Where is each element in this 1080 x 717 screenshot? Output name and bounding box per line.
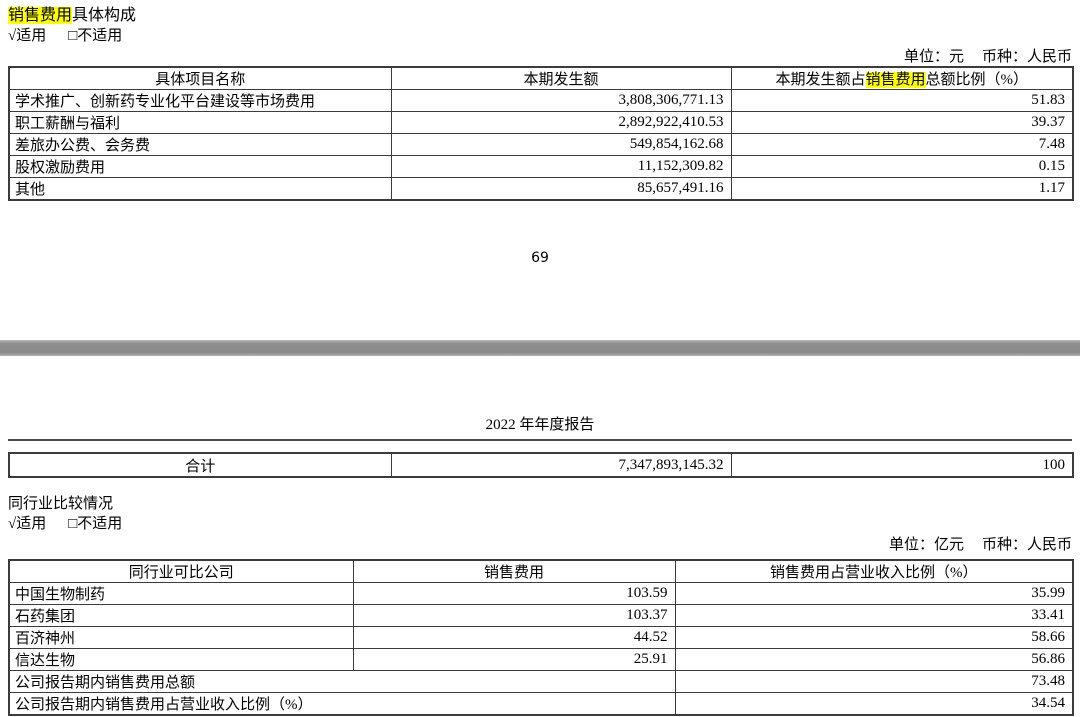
header-sales-expense: 销售费用 bbox=[352, 559, 676, 583]
amount-cell: 3,808,306,771.13 bbox=[390, 89, 732, 112]
total-row-table: 合计 7,347,893,145.32 100 bbox=[8, 452, 1074, 478]
table-row: 石药集团 103.37 33.41 bbox=[8, 604, 1074, 627]
header-rule bbox=[8, 439, 1072, 441]
amount-cell: 85,657,491.16 bbox=[390, 177, 732, 201]
table-row: 职工薪酬与福利 2,892,922,410.53 39.37 bbox=[8, 111, 1074, 134]
highlight-sales-expense: 销售费用 bbox=[865, 72, 926, 88]
summary-label-cell: 公司报告期内销售费用占营业收入比例（%） bbox=[8, 692, 676, 716]
amount-cell: 11,152,309.82 bbox=[390, 155, 732, 178]
summary-row: 公司报告期内销售费用总额 73.48 bbox=[8, 670, 1074, 693]
peer-comparison-heading: 同行业比较情况 bbox=[8, 496, 114, 512]
pdf-page-bottom: 2022 年年度报告 合计 7,347,893,145.32 100 同行业比较… bbox=[0, 416, 1080, 716]
not-applicable-check: □不适用 bbox=[68, 28, 123, 44]
table-row: 股权激励费用 11,152,309.82 0.15 bbox=[8, 155, 1074, 178]
item-name-cell: 学术推广、创新药专业化平台建设等市场费用 bbox=[8, 89, 392, 112]
ratio-cell: 58.66 bbox=[674, 626, 1074, 649]
table-row: 学术推广、创新药专业化平台建设等市场费用 3,808,306,771.13 51… bbox=[8, 89, 1074, 112]
unit-label: 单位：元 bbox=[903, 49, 964, 65]
header-item-name: 具体项目名称 bbox=[8, 66, 392, 90]
summary-value-cell: 34.54 bbox=[674, 692, 1074, 716]
company-name-cell: 百济神州 bbox=[8, 626, 354, 649]
table-row: 百济神州 44.52 58.66 bbox=[8, 626, 1074, 649]
highlight-sales-expense: 销售费用 bbox=[8, 7, 73, 24]
unit-note: 单位：元 币种：人民币 bbox=[0, 48, 1072, 66]
currency-label: 币种：人民币 bbox=[981, 49, 1072, 65]
section-heading: 销售费用具体构成 bbox=[8, 6, 1080, 26]
item-name-cell: 职工薪酬与福利 bbox=[8, 111, 392, 134]
expense-cell: 103.59 bbox=[352, 582, 676, 605]
ratio-cell: 7.48 bbox=[730, 133, 1074, 156]
ratio-cell: 56.86 bbox=[674, 648, 1074, 671]
summary-row: 公司报告期内销售费用占营业收入比例（%） 34.54 bbox=[8, 692, 1074, 716]
expense-cell: 103.37 bbox=[352, 604, 676, 627]
table-row: 信达生物 25.91 56.86 bbox=[8, 648, 1074, 671]
total-label-cell: 合计 bbox=[8, 452, 392, 478]
expense-breakdown-table: 具体项目名称 本期发生额 本期发生额占销售费用总额比例（%） 学术推广、创新药专… bbox=[8, 66, 1074, 201]
page-separator-bar bbox=[0, 340, 1080, 356]
item-name-cell: 其他 bbox=[8, 177, 392, 201]
currency-label: 币种：人民币 bbox=[981, 537, 1072, 553]
unit-note: 单位：亿元 币种：人民币 bbox=[0, 536, 1072, 554]
table-header-row: 同行业可比公司 销售费用 销售费用占营业收入比例（%） bbox=[8, 559, 1074, 583]
total-ratio-cell: 100 bbox=[730, 452, 1074, 478]
summary-label-cell: 公司报告期内销售费用总额 bbox=[8, 670, 676, 693]
table-row: 其他 85,657,491.16 1.17 bbox=[8, 177, 1074, 201]
header-peer-company: 同行业可比公司 bbox=[8, 559, 354, 583]
item-name-cell: 差旅办公费、会务费 bbox=[8, 133, 392, 156]
table-row: 差旅办公费、会务费 549,854,162.68 7.48 bbox=[8, 133, 1074, 156]
company-name-cell: 信达生物 bbox=[8, 648, 354, 671]
unit-label: 单位：亿元 bbox=[888, 537, 964, 553]
section-heading-rest: 具体构成 bbox=[72, 7, 137, 24]
ratio-cell: 51.83 bbox=[730, 89, 1074, 112]
item-name-cell: 股权激励费用 bbox=[8, 155, 392, 178]
header-current-amount: 本期发生额 bbox=[390, 66, 732, 90]
total-row: 合计 7,347,893,145.32 100 bbox=[8, 452, 1074, 478]
peer-comparison-table: 同行业可比公司 销售费用 销售费用占营业收入比例（%） 中国生物制药 103.5… bbox=[8, 559, 1074, 716]
not-applicable-check: □不适用 bbox=[68, 516, 123, 532]
total-amount-cell: 7,347,893,145.32 bbox=[390, 452, 732, 478]
ratio-cell: 33.41 bbox=[674, 604, 1074, 627]
amount-cell: 549,854,162.68 bbox=[390, 133, 732, 156]
applicable-check: √适用 bbox=[8, 516, 47, 532]
ratio-cell: 39.37 bbox=[730, 111, 1074, 134]
expense-cell: 25.91 bbox=[352, 648, 676, 671]
applicability-line: √适用 □不适用 bbox=[8, 26, 1080, 46]
summary-value-cell: 73.48 bbox=[674, 670, 1074, 693]
amount-cell: 2,892,922,410.53 bbox=[390, 111, 732, 134]
pdf-page-top: 销售费用具体构成 √适用 □不适用 单位：元 币种：人民币 具体项目名称 本期发生额… bbox=[0, 6, 1080, 356]
report-title: 2022 年年度报告 bbox=[485, 417, 595, 433]
ratio-cell: 0.15 bbox=[730, 155, 1074, 178]
header-expense-revenue-ratio: 销售费用占营业收入比例（%） bbox=[674, 559, 1074, 583]
expense-cell: 44.52 bbox=[352, 626, 676, 649]
header-ratio: 本期发生额占销售费用总额比例（%） bbox=[730, 66, 1074, 90]
applicability-line: √适用 □不适用 bbox=[8, 514, 1080, 534]
ratio-cell: 35.99 bbox=[674, 582, 1074, 605]
page-number: 69 bbox=[531, 250, 549, 266]
ratio-cell: 1.17 bbox=[730, 177, 1074, 201]
table-row: 中国生物制药 103.59 35.99 bbox=[8, 582, 1074, 605]
company-name-cell: 石药集团 bbox=[8, 604, 354, 627]
company-name-cell: 中国生物制药 bbox=[8, 582, 354, 605]
applicable-check: √适用 bbox=[8, 28, 47, 44]
table-header-row: 具体项目名称 本期发生额 本期发生额占销售费用总额比例（%） bbox=[8, 66, 1074, 90]
